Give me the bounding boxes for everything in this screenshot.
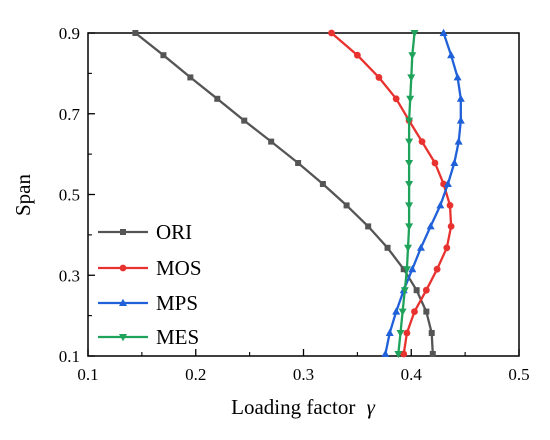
data-point-mps: [453, 73, 462, 81]
data-point-mos: [446, 202, 454, 209]
x-axis-title-text: Loading factor: [231, 395, 355, 419]
x-axis-title: Loading factor γ: [231, 395, 375, 419]
y-tick-label: 0.9: [59, 24, 80, 43]
data-point-ori: [319, 181, 326, 188]
data-point-mes: [405, 202, 414, 210]
series-line-mps: [384, 32, 462, 355]
legend-marker-mos: [119, 264, 127, 272]
data-point-mes: [408, 52, 417, 60]
series-layer: [132, 28, 465, 359]
data-point-mps: [416, 243, 425, 251]
x-tick-label: 0.4: [401, 365, 423, 384]
y-tick-label: 0.7: [59, 105, 81, 124]
data-point-mes: [404, 244, 413, 252]
data-point-mos: [403, 329, 411, 337]
data-point-ori: [295, 160, 302, 167]
data-point-mes: [405, 181, 414, 189]
data-point-mos: [431, 159, 439, 167]
data-point-ori: [132, 30, 139, 36]
data-point-mos: [392, 95, 400, 103]
data-point-mes: [410, 30, 419, 38]
y-axis-title: Span: [11, 174, 35, 217]
data-point-mps: [426, 222, 435, 230]
x-tick-label: 0.3: [293, 365, 314, 384]
data-point-mos: [400, 350, 408, 358]
data-point-mos: [328, 29, 335, 37]
plot-frame: [87, 32, 520, 357]
series-mes: [394, 30, 419, 359]
data-point-ori: [428, 329, 435, 336]
data-point-ori: [429, 350, 436, 357]
legend-marker-ori: [120, 229, 126, 235]
data-point-mes: [398, 308, 407, 316]
data-point-mps: [439, 28, 448, 36]
data-point-mos: [418, 138, 426, 146]
legend-marker-mps: [119, 298, 127, 306]
data-point-ori: [343, 202, 350, 209]
data-point-mes: [400, 287, 409, 295]
legend-item-mps: MPS: [98, 291, 198, 315]
legend-item-mes: MES: [98, 325, 199, 349]
data-point-ori: [241, 117, 248, 124]
data-point-mes: [407, 74, 416, 82]
series-line-mos: [330, 32, 453, 355]
data-point-ori: [160, 52, 167, 59]
x-axis-title-symbol: γ: [367, 395, 376, 419]
data-point-mps: [454, 137, 463, 145]
data-point-mes: [405, 223, 414, 231]
legend-label-mps: MPS: [156, 291, 198, 315]
data-point-mps: [450, 158, 459, 167]
legend: ORI MOS MPS MES: [98, 220, 202, 349]
data-point-mps: [385, 328, 394, 336]
data-point-ori: [384, 244, 391, 251]
data-point-mes: [405, 138, 414, 146]
series-line-mes: [397, 32, 416, 355]
data-point-mps: [436, 201, 445, 209]
data-point-mos: [353, 51, 361, 59]
y-tick-label: 0.1: [59, 347, 80, 366]
data-point-ori: [423, 308, 430, 315]
data-point-mos: [433, 265, 441, 273]
data-point-mes: [405, 117, 414, 125]
data-point-mps: [408, 264, 417, 273]
data-point-mes: [402, 266, 411, 274]
data-point-ori: [413, 287, 420, 294]
data-point-ori: [214, 95, 221, 102]
data-point-mes: [396, 329, 405, 338]
data-point-mos: [443, 244, 451, 252]
data-point-ori: [268, 138, 275, 145]
y-tick-label: 0.3: [59, 266, 80, 285]
data-point-ori: [400, 266, 407, 273]
legend-label-mes: MES: [156, 325, 199, 349]
data-point-ori: [365, 223, 372, 230]
y-tick-label: 0.5: [59, 186, 80, 205]
data-point-mes: [394, 350, 403, 359]
legend-item-mos: MOS: [98, 256, 202, 280]
data-point-mps: [456, 94, 465, 102]
x-tick-label: 0.2: [185, 365, 206, 384]
x-tick-label: 0.1: [77, 365, 98, 384]
data-point-mps: [447, 51, 456, 59]
data-point-mps: [392, 307, 401, 315]
data-point-mes: [405, 160, 414, 168]
data-point-mos: [411, 308, 418, 315]
data-point-ori: [187, 74, 194, 81]
legend-label-ori: ORI: [156, 220, 192, 244]
data-point-mps: [443, 179, 452, 188]
axis-ticks: 0.1 0.2 0.3 0.4 0.5 0.1 0.3 0.5 0.7 0.9: [59, 24, 530, 384]
data-point-mos: [375, 74, 383, 81]
data-point-mps: [456, 116, 465, 124]
data-point-mps: [381, 349, 390, 357]
series-mos: [328, 29, 455, 358]
legend-item-ori: ORI: [98, 220, 192, 244]
legend-marker-mes: [119, 334, 127, 342]
data-point-mos: [447, 222, 455, 230]
data-point-mos: [422, 286, 430, 294]
legend-label-mos: MOS: [156, 256, 202, 280]
x-tick-label: 0.5: [508, 365, 529, 384]
series-mps: [381, 28, 465, 357]
data-point-mes: [406, 95, 415, 104]
